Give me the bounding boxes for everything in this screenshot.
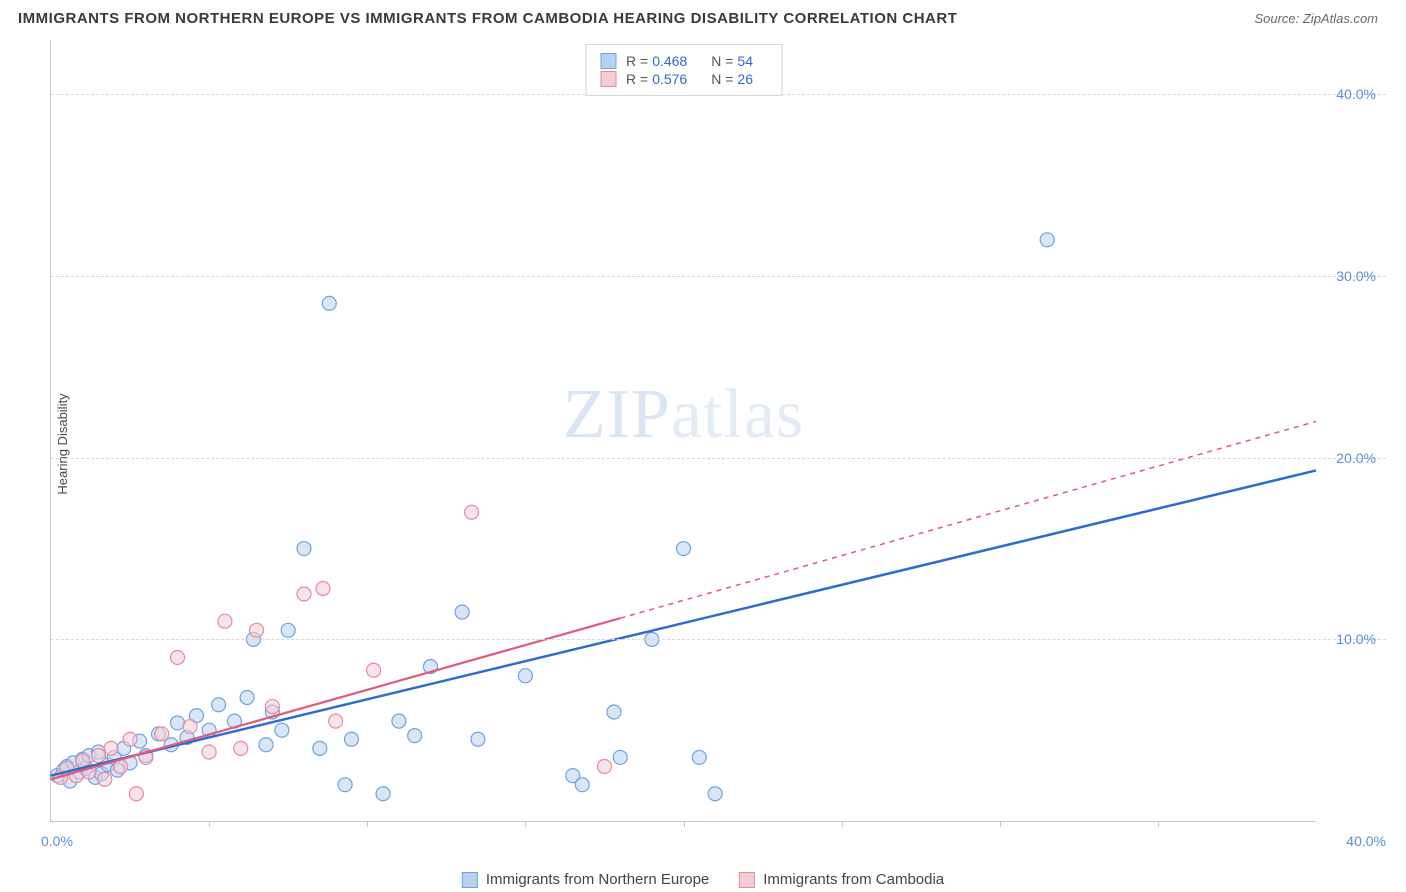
n-value-northern-europe: 54	[737, 53, 753, 69]
chart-title: IMMIGRANTS FROM NORTHERN EUROPE VS IMMIG…	[18, 10, 957, 27]
x-tick-max: 40.0%	[1346, 833, 1386, 849]
y-tick-label: 30.0%	[1336, 268, 1376, 284]
y-tick-label: 10.0%	[1336, 631, 1376, 647]
legend-swatch-northern-europe	[462, 872, 478, 888]
x-tick-mark	[842, 821, 843, 827]
plot-region: ZIPatlas R =0.468 N =54 R =0.576 N =26 0…	[50, 40, 1316, 822]
legend-label-northern-europe: Immigrants from Northern Europe	[486, 871, 709, 888]
source-label: Source: ZipAtlas.com	[1254, 11, 1378, 26]
stats-row-cambodia: R =0.576 N =26	[600, 71, 767, 87]
n-label: N =	[711, 71, 733, 87]
gridline	[51, 458, 1386, 459]
x-tick-mark	[684, 821, 685, 827]
x-tick-min: 0.0%	[41, 833, 73, 849]
stats-row-northern-europe: R =0.468 N =54	[600, 53, 767, 69]
n-value-cambodia: 26	[737, 71, 753, 87]
x-tick-mark	[525, 821, 526, 827]
n-label: N =	[711, 53, 733, 69]
stats-legend: R =0.468 N =54 R =0.576 N =26	[585, 44, 782, 96]
r-label: R =	[626, 53, 648, 69]
x-tick-mark	[1158, 821, 1159, 827]
swatch-cambodia	[600, 71, 616, 87]
legend-item-northern-europe: Immigrants from Northern Europe	[462, 871, 709, 888]
x-tick-mark	[209, 821, 210, 827]
y-tick-label: 20.0%	[1336, 450, 1376, 466]
y-tick-label: 40.0%	[1336, 86, 1376, 102]
legend-item-cambodia: Immigrants from Cambodia	[739, 871, 944, 888]
r-value-northern-europe: 0.468	[652, 53, 687, 69]
series-legend: Immigrants from Northern Europe Immigran…	[462, 871, 944, 888]
gridline	[51, 276, 1386, 277]
r-label: R =	[626, 71, 648, 87]
r-value-cambodia: 0.576	[652, 71, 687, 87]
scatter-svg	[51, 40, 1316, 821]
gridline	[51, 639, 1386, 640]
x-tick-mark	[367, 821, 368, 827]
chart-area: Hearing Disability ZIPatlas R =0.468 N =…	[50, 40, 1386, 847]
x-tick-mark	[1000, 821, 1001, 827]
legend-swatch-cambodia	[739, 872, 755, 888]
legend-label-cambodia: Immigrants from Cambodia	[763, 871, 944, 888]
swatch-northern-europe	[600, 53, 616, 69]
